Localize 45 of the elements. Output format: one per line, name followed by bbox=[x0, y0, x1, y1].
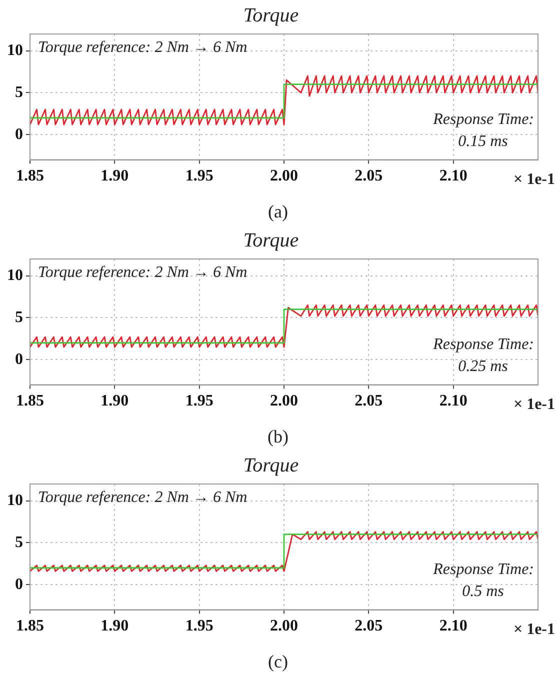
annotation: Torque reference: 2 Nm → 6 Nm bbox=[38, 264, 248, 282]
text: (c) bbox=[268, 652, 288, 672]
y-tick-label: 5 bbox=[15, 534, 23, 551]
y-tick-label: 10 bbox=[7, 492, 23, 509]
x-tick-label: 1.90 bbox=[100, 392, 129, 410]
x-axis-title: × 1e-1 bbox=[513, 170, 555, 188]
chart-title: Torque bbox=[243, 229, 299, 252]
x-tick-label: 2.00 bbox=[270, 392, 298, 410]
annotation: 0.25 ms bbox=[458, 358, 508, 376]
chart-title: Torque bbox=[243, 454, 299, 476]
y-tick-label: 0 bbox=[15, 350, 23, 368]
x-tick-label: 2.10 bbox=[439, 392, 468, 410]
x-tick-label: 2.00 bbox=[270, 618, 298, 635]
annotation: 0.5 ms bbox=[462, 583, 504, 600]
x-tick-label: 2.05 bbox=[354, 392, 383, 410]
text: (b) bbox=[268, 426, 288, 447]
x-tick-label: 1.85 bbox=[16, 168, 44, 185]
y-tick-label: 0 bbox=[15, 576, 23, 593]
x-tick-label: 1.95 bbox=[185, 168, 214, 185]
chart-title: Torque bbox=[243, 4, 299, 26]
text: (a) bbox=[268, 202, 288, 222]
annotation: Response Time: bbox=[432, 561, 534, 578]
x-tick-label: 2.00 bbox=[270, 168, 298, 185]
x-tick-label: 2.10 bbox=[439, 618, 468, 635]
y-tick-label: 10 bbox=[7, 266, 23, 284]
x-tick-label: 2.10 bbox=[439, 168, 468, 185]
x-tick-label: 2.05 bbox=[354, 618, 383, 635]
x-tick-label: 1.90 bbox=[100, 168, 129, 185]
y-tick-label: 0 bbox=[15, 126, 23, 143]
x-tick-label: 1.85 bbox=[16, 392, 44, 410]
x-axis-title: × 1e-1 bbox=[513, 396, 555, 413]
x-axis-title: × 1e-1 bbox=[513, 620, 555, 638]
annotation: 0.15 ms bbox=[458, 133, 508, 150]
annotation: Torque reference: 2 Nm → 6 Nm bbox=[38, 39, 248, 56]
annotation: Response Time: bbox=[432, 111, 534, 128]
x-tick-label: 1.95 bbox=[185, 392, 214, 410]
y-tick-label: 10 bbox=[7, 42, 23, 59]
annotation: Response Time: bbox=[432, 336, 534, 354]
y-tick-label: 5 bbox=[15, 84, 23, 101]
x-tick-label: 1.95 bbox=[185, 618, 214, 635]
x-tick-label: 2.05 bbox=[354, 168, 383, 185]
x-tick-label: 1.90 bbox=[100, 618, 129, 635]
y-tick-label: 5 bbox=[15, 308, 23, 326]
annotation: Torque reference: 2 Nm → 6 Nm bbox=[38, 489, 248, 506]
x-tick-label: 1.85 bbox=[16, 618, 44, 635]
